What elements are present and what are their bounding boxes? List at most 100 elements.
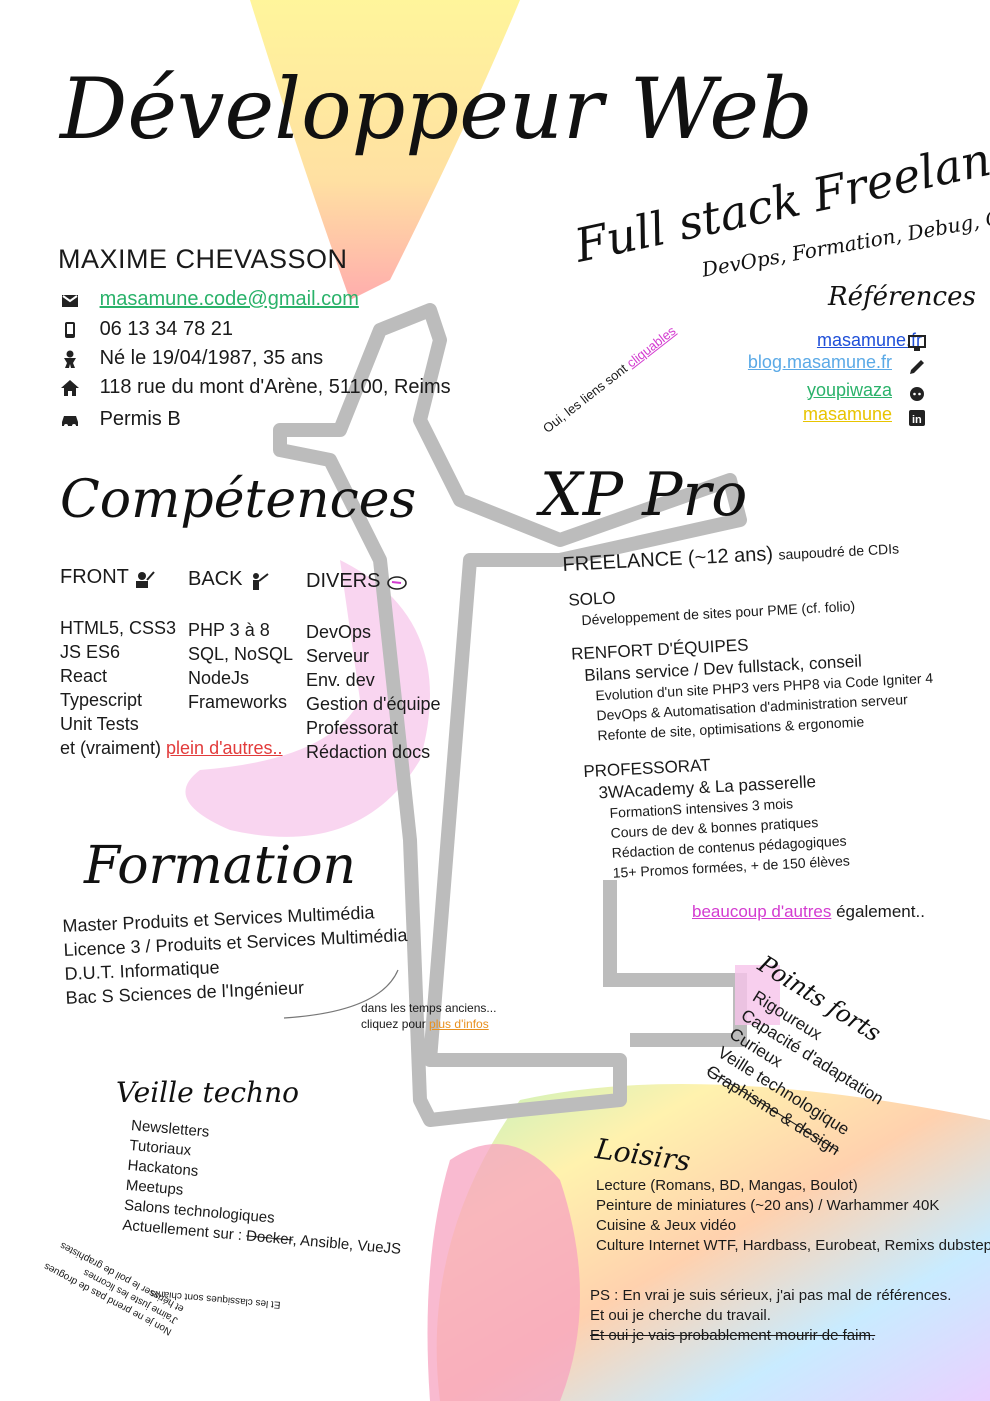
links-note: Oui, les liens sont cliquables [540, 323, 679, 436]
front-list: HTML5, CSS3 JS ES6 React Typescript Unit… [60, 616, 176, 736]
skill-item: HTML5, CSS3 [60, 618, 177, 638]
xp-heading: XP Pro [540, 460, 748, 530]
joke-line: J'aime juste les licornes [81, 1266, 180, 1326]
baby-icon [60, 349, 80, 369]
github-icon [907, 383, 927, 403]
skill-item: Professorat [306, 718, 399, 738]
veille-heading: Veille techno [116, 1076, 299, 1109]
reference-item: masamune.fr [817, 330, 922, 351]
formation-note-link[interactable]: plus d'infos [429, 1017, 489, 1031]
reference-link-github[interactable]: youpiwaza [806, 380, 892, 400]
license-text: Permis B [99, 408, 181, 430]
address-text: 118 rue du mont d'Arène, 51100, Reims [99, 376, 451, 398]
divers-title-text: DIVERS [306, 570, 381, 592]
reference-item: masamune [803, 404, 892, 425]
veille-current-struck: Docker [245, 1227, 294, 1249]
email-icon [60, 290, 80, 310]
skill-item: JS ES6 [60, 642, 121, 662]
back-list: PHP 3 à 8 SQL, NoSQL NodeJs Frameworks [188, 618, 293, 714]
car-icon [60, 410, 80, 430]
unicorn-outline [273, 303, 747, 1127]
birth-text: Né le 19/04/1987, 35 ans [99, 347, 324, 369]
reference-link-site[interactable]: masamune.fr [816, 330, 922, 350]
reference-item: youpiwaza [807, 380, 892, 401]
xp-freelance-row: FREELANCE (~12 ans) saupoudré de CDIs [562, 535, 927, 577]
ps-block: PS : En vrai je suis sérieux, j'ai pas m… [590, 1286, 951, 1346]
hoof-shape [735, 965, 780, 1025]
chat-icon [386, 572, 407, 592]
reference-link-linkedin[interactable]: masamune [802, 404, 892, 424]
skill-item: Frameworks [188, 692, 288, 712]
rainbow-shape-2 [427, 1144, 580, 1401]
front-title: FRONT [60, 566, 155, 589]
ps-line: PS : En vrai je suis sérieux, j'ai pas m… [590, 1287, 952, 1304]
flame-shape [250, 0, 520, 300]
page-title: Développeur Web [60, 60, 813, 158]
phone-icon [60, 320, 80, 340]
monitor-icon [907, 333, 927, 353]
formation-swoosh [283, 969, 399, 1019]
back-title: BACK [188, 568, 269, 591]
formation-note-line: dans les temps anciens... [361, 1001, 497, 1015]
person-name: MAXIME CHEVASSON [58, 244, 348, 274]
skill-item: React [60, 666, 108, 686]
divers-title: DIVERS [306, 570, 407, 593]
pencil-icon [907, 357, 927, 377]
links-note-link[interactable]: cliquables [623, 323, 679, 371]
skill-item: Rédaction docs [306, 742, 431, 762]
loisirs-list: Lecture (Romans, BD, Mangas, Boulot) Pei… [596, 1176, 990, 1256]
competences-heading: Compétences [60, 470, 417, 530]
competences-more-link[interactable]: plein d'autres.. [166, 738, 283, 758]
loisir-item: Lecture (Romans, BD, Mangas, Boulot) [596, 1177, 858, 1194]
skill-item: DevOps [306, 622, 372, 642]
skill-item: Unit Tests [60, 714, 139, 734]
xp-more-suffix: également.. [831, 902, 925, 921]
reference-link-blog[interactable]: blog.masamune.fr [747, 352, 892, 372]
loisir-item: Culture Internet WTF, Hardbass, Eurobeat… [596, 1237, 990, 1254]
xp-more: beaucoup d'autres également.. [692, 902, 925, 922]
developer-icon [134, 568, 155, 588]
mane-shape [185, 560, 430, 837]
linkedin-icon: in [907, 408, 927, 428]
contact-email-row: masamune.code@gmail.com [60, 288, 359, 311]
competences-more: et (vraiment) plein d'autres.. [60, 738, 283, 759]
phone-text: 06 13 34 78 21 [99, 318, 234, 340]
xp-freelance: FREELANCE (~12 ans) [562, 542, 774, 576]
xp-block: FREELANCE (~12 ans) saupoudré de CDIs SO… [562, 535, 943, 885]
svg-text:in: in [912, 414, 922, 426]
contact-birth-row: Né le 19/04/1987, 35 ans [60, 347, 323, 370]
contact-address-row: 118 rue du mont d'Arène, 51100, Reims [60, 376, 451, 399]
skill-item: Serveur [306, 646, 370, 666]
formation-note-prefix: cliquez pour [361, 1017, 430, 1031]
formation-heading: Formation [84, 836, 357, 896]
contact-phone-row: 06 13 34 78 21 [60, 318, 233, 341]
skill-item: NodeJs [188, 668, 250, 688]
loisir-item: Cuisine & Jeux vidéo [596, 1217, 737, 1234]
teacher-icon [248, 570, 269, 590]
links-note-text: Oui, les liens sont [540, 358, 633, 436]
veille-list: Newsletters Tutoriaux Hackatons Meetups … [122, 1116, 411, 1260]
email-link[interactable]: masamune.code@gmail.com [99, 288, 359, 310]
home-icon [60, 378, 80, 398]
skill-item: PHP 3 à 8 [188, 620, 270, 640]
loisirs-heading: Loisirs [593, 1132, 693, 1178]
references-heading: Références [828, 282, 976, 312]
skill-item: Env. dev [306, 670, 375, 690]
ps-line: Et oui je cherche du travail. [590, 1307, 771, 1324]
skill-item: Typescript [60, 690, 143, 710]
competences-more-text: et (vraiment) [60, 738, 167, 758]
xp-freelance-suffix: saupoudré de CDIs [778, 540, 900, 563]
skill-item: SQL, NoSQL [188, 644, 294, 664]
reference-item: blog.masamune.fr [748, 352, 892, 373]
front-title-text: FRONT [60, 566, 129, 588]
ps-line-struck: Et oui je vais probablement mourir de fa… [590, 1327, 876, 1344]
joke-upside-group: Non je ne prend pas de drogues J'aime ju… [42, 1236, 186, 1338]
loisir-item: Peinture de miniatures (~20 ans) / Warha… [596, 1197, 940, 1214]
xp-prof-list: FormationS intensives 3 mois Cours de de… [609, 786, 943, 883]
contact-license-row: Permis B [60, 408, 181, 431]
skill-item: Gestion d'équipe [306, 694, 441, 714]
back-title-text: BACK [188, 568, 243, 590]
divers-list: DevOps Serveur Env. dev Gestion d'équipe… [306, 620, 441, 764]
xp-more-link[interactable]: beaucoup d'autres [692, 902, 832, 921]
